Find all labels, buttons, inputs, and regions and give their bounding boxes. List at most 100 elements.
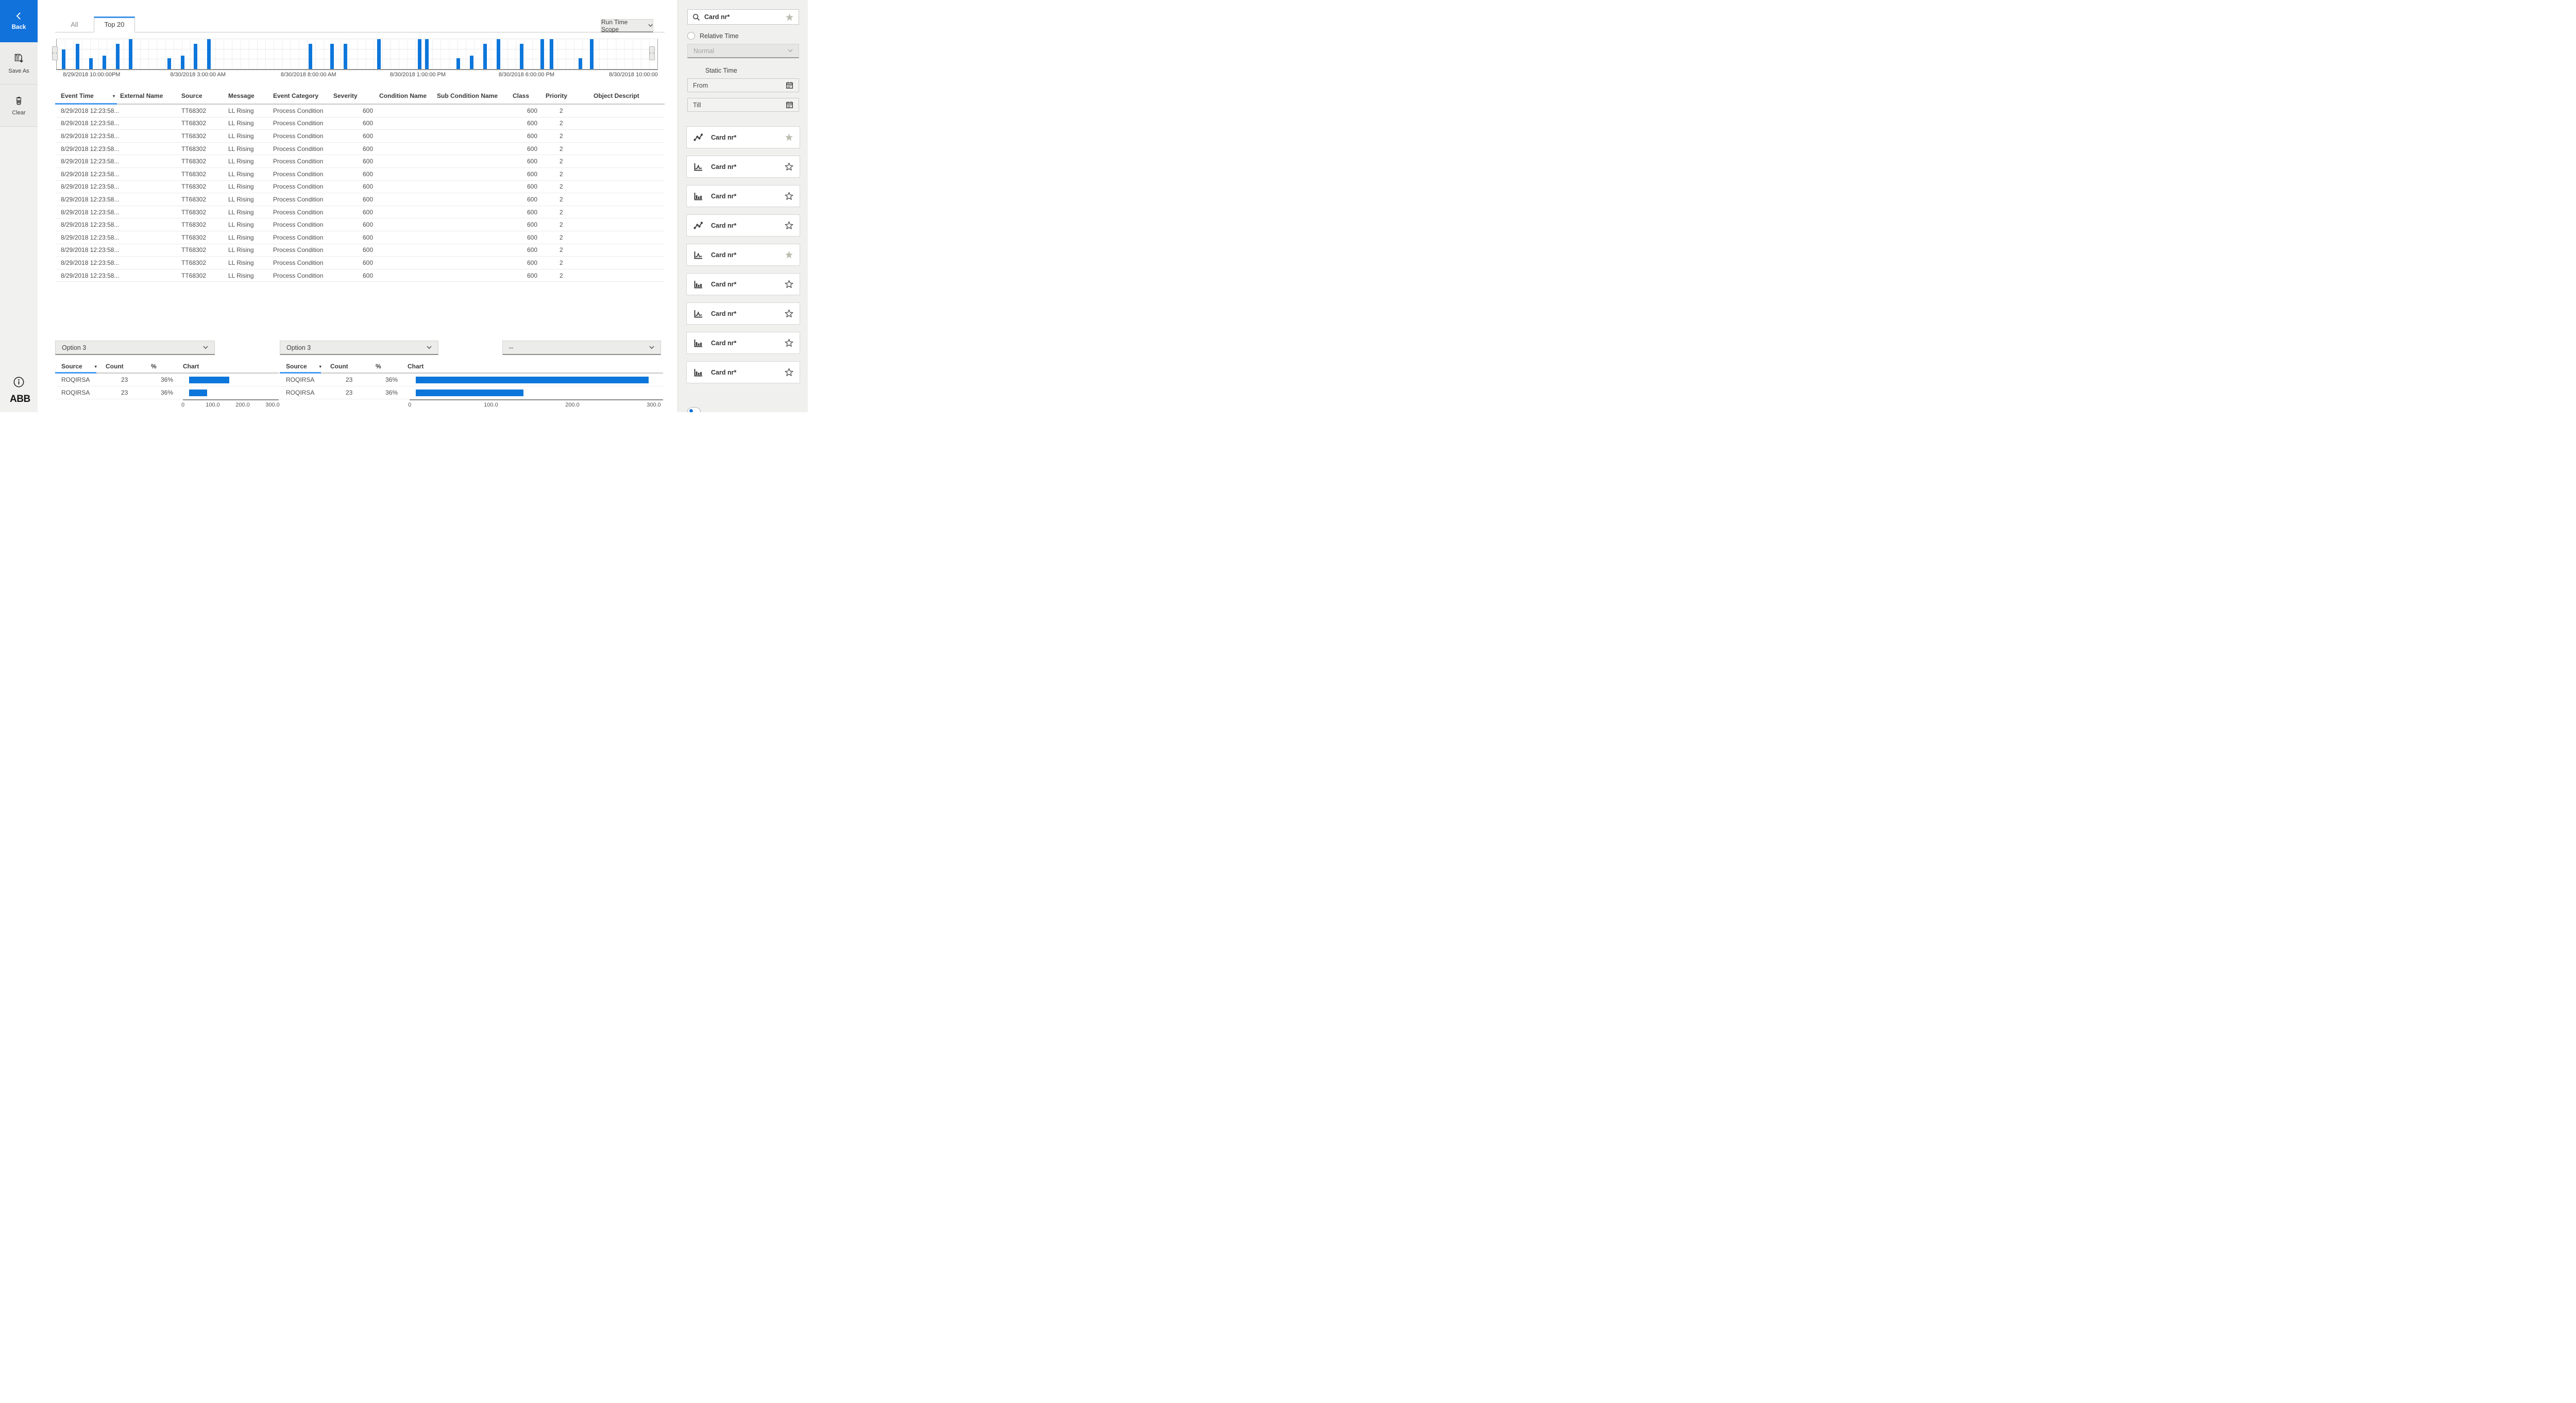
cell-source: ROQIRSA: [286, 389, 315, 396]
bottom-select-3[interactable]: --: [502, 341, 661, 355]
table-row[interactable]: 8/29/2018 12:23:58... TT68302 LL Rising Pro…: [55, 105, 665, 117]
card-item[interactable]: Card nr*: [686, 156, 800, 178]
cell-priority: 2: [560, 259, 563, 266]
column-header-event_category[interactable]: Event Category: [273, 92, 333, 99]
card-item[interactable]: Card nr*: [686, 361, 800, 383]
table-row[interactable]: 8/29/2018 12:23:58... TT68302 LL Rising Pro…: [55, 257, 665, 269]
bottom-select-2[interactable]: Option 3: [280, 341, 438, 355]
cell-event_time: 8/29/2018 12:23:58...: [61, 195, 120, 203]
card-item[interactable]: Card nr*: [686, 185, 800, 207]
chart-table-column-source[interactable]: Source ▾: [61, 363, 106, 370]
cell-priority: 2: [560, 170, 563, 178]
cell-message: LL Rising: [228, 170, 254, 178]
card-item[interactable]: Card nr*: [686, 126, 800, 148]
cell-severity: 600: [362, 259, 373, 266]
from-date-input[interactable]: [693, 81, 786, 89]
cell-event_category: Process Condition: [273, 170, 324, 178]
card-item[interactable]: Card nr*: [686, 302, 800, 325]
card-search-box[interactable]: [687, 9, 799, 25]
table-row[interactable]: 8/29/2018 12:23:58... TT68302 LL Rising Pro…: [55, 206, 665, 219]
chart-table-column-source[interactable]: Source ▾: [286, 363, 330, 370]
info-button[interactable]: [13, 376, 25, 388]
from-date-field[interactable]: [687, 78, 799, 92]
cell-class: 600: [527, 132, 537, 140]
table-row[interactable]: 8/29/2018 12:23:58... TT68302 LL Rising Pro…: [55, 181, 665, 194]
favorite-star-icon[interactable]: [785, 13, 794, 22]
save-as-button[interactable]: Save As: [0, 42, 38, 84]
column-header-label: External Name: [120, 92, 163, 99]
static-time-radio[interactable]: Static Time: [687, 66, 737, 412]
column-header-event_time[interactable]: Event Time ▾: [61, 92, 120, 99]
chevron-left-icon: [16, 12, 21, 20]
table-row[interactable]: 8/29/2018 12:23:58... TT68302 LL Rising Pro…: [55, 244, 665, 257]
column-header-external_name[interactable]: External Name: [120, 92, 181, 99]
table-row[interactable]: 8/29/2018 12:23:58... TT68302 LL Rising Pro…: [55, 231, 665, 244]
till-date-field[interactable]: [687, 98, 799, 112]
timeline-bar: [61, 49, 65, 69]
star-outline-icon[interactable]: [785, 221, 793, 230]
table-row[interactable]: 8/29/2018 12:23:58... TT68302 LL Rising Pro…: [55, 168, 665, 181]
clear-button[interactable]: Clear: [0, 84, 38, 127]
cell-message: LL Rising: [228, 233, 254, 241]
star-outline-icon[interactable]: [785, 280, 793, 289]
cell-event_time: 8/29/2018 12:23:58...: [61, 132, 120, 140]
cell-event_category: Process Condition: [273, 246, 324, 254]
chart-axis-tick: 300.0: [265, 402, 280, 408]
card-search-input[interactable]: [704, 13, 781, 21]
card-item[interactable]: Card nr*: [686, 214, 800, 236]
cell-event_category: Process Condition: [273, 183, 324, 191]
card-item[interactable]: Card nr*: [686, 244, 800, 266]
star-outline-icon[interactable]: [785, 368, 793, 377]
column-header-severity[interactable]: Severity: [333, 92, 379, 99]
cell-message: LL Rising: [228, 272, 254, 279]
timeline-bar: [89, 58, 93, 69]
column-header-class[interactable]: Class: [513, 92, 546, 99]
column-header-sub_condition_name[interactable]: Sub Condition Name: [437, 92, 513, 99]
column-header-condition_name[interactable]: Condition Name: [379, 92, 437, 99]
cell-event_time: 8/29/2018 12:23:58...: [61, 183, 120, 191]
till-date-input[interactable]: [693, 101, 786, 109]
run-time-scope-button[interactable]: Run Time Scope: [601, 19, 653, 33]
bottom-select-1[interactable]: Option 3: [55, 341, 215, 355]
chart-table-column-count: Count: [330, 363, 376, 370]
table-row[interactable]: 8/29/2018 12:23:58... TT68302 LL Rising Pro…: [55, 117, 665, 130]
events-table: Event Time ▾ External Name Source Message Eve…: [55, 89, 665, 282]
card-item[interactable]: Card nr*: [686, 273, 800, 295]
card-label: Card nr*: [711, 192, 737, 200]
cell-message: LL Rising: [228, 145, 254, 153]
column-header-priority[interactable]: Priority: [546, 92, 594, 99]
back-button[interactable]: Back: [0, 0, 38, 42]
timeline-range-handle-right[interactable]: ‹ ›: [649, 46, 655, 60]
cell-event_time: 8/29/2018 12:23:58...: [61, 221, 120, 229]
table-row[interactable]: 8/29/2018 12:23:58... TT68302 LL Rising Pro…: [55, 130, 665, 143]
card-label: Card nr*: [711, 133, 737, 141]
relative-time-radio[interactable]: Relative Time: [687, 32, 739, 40]
card-item[interactable]: Card nr*: [686, 332, 800, 354]
timeline-range-handle-left[interactable]: ‹ ›: [52, 46, 58, 60]
column-header-source[interactable]: Source: [181, 92, 228, 99]
column-header-message[interactable]: Message: [228, 92, 273, 99]
table-row[interactable]: 8/29/2018 12:23:58... TT68302 LL Rising Pro…: [55, 269, 665, 282]
star-filled-icon[interactable]: [785, 250, 793, 259]
cell-event_time: 8/29/2018 12:23:58...: [61, 246, 120, 254]
table-row[interactable]: 8/29/2018 12:23:58... TT68302 LL Rising Pro…: [55, 155, 665, 168]
column-header-label: Chart: [183, 363, 199, 370]
star-outline-icon[interactable]: [785, 339, 793, 347]
column-header-object_descript[interactable]: Object Descript: [594, 92, 665, 99]
timeline-bar: [330, 44, 334, 69]
star-outline-icon[interactable]: [785, 309, 793, 318]
table-row[interactable]: 8/29/2018 12:23:58... TT68302 LL Rising Pro…: [55, 143, 665, 156]
table-row[interactable]: 8/29/2018 12:23:58... TT68302 LL Rising Pro…: [55, 218, 665, 231]
cell-source: TT68302: [181, 170, 207, 178]
column-header-label: Count: [330, 363, 348, 370]
table-row[interactable]: 8/29/2018 12:23:58... TT68302 LL Rising Pro…: [55, 193, 665, 206]
clear-label: Clear: [12, 109, 26, 116]
chart-axis-labels: 0 100.0 200.0 300.0: [55, 402, 280, 409]
tab-top-20[interactable]: Top 20: [94, 16, 135, 32]
abb-logo: ABB: [10, 394, 30, 404]
star-outline-icon[interactable]: [785, 192, 793, 200]
star-filled-icon[interactable]: [785, 133, 793, 142]
column-header-label: Source: [181, 92, 202, 99]
star-outline-icon[interactable]: [785, 162, 793, 171]
tab-all[interactable]: All: [71, 21, 78, 28]
